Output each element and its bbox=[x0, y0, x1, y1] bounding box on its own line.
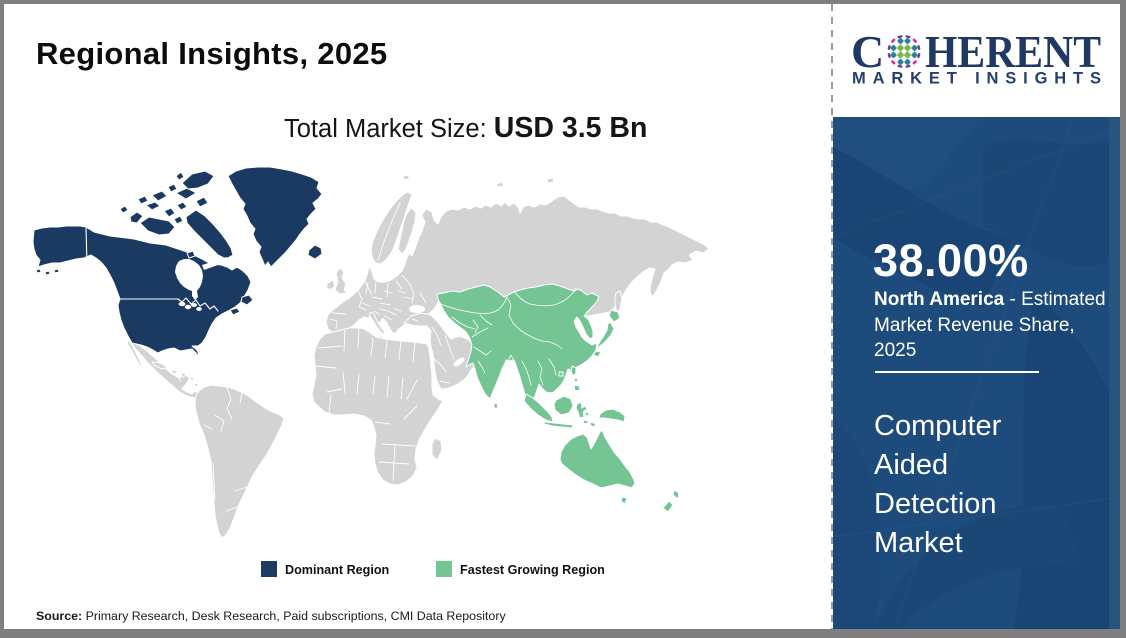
svg-text:MARKET INSIGHTS: MARKET INSIGHTS bbox=[852, 70, 1101, 88]
svg-text:HERENT: HERENT bbox=[925, 26, 1101, 77]
svg-text:C: C bbox=[851, 26, 884, 77]
